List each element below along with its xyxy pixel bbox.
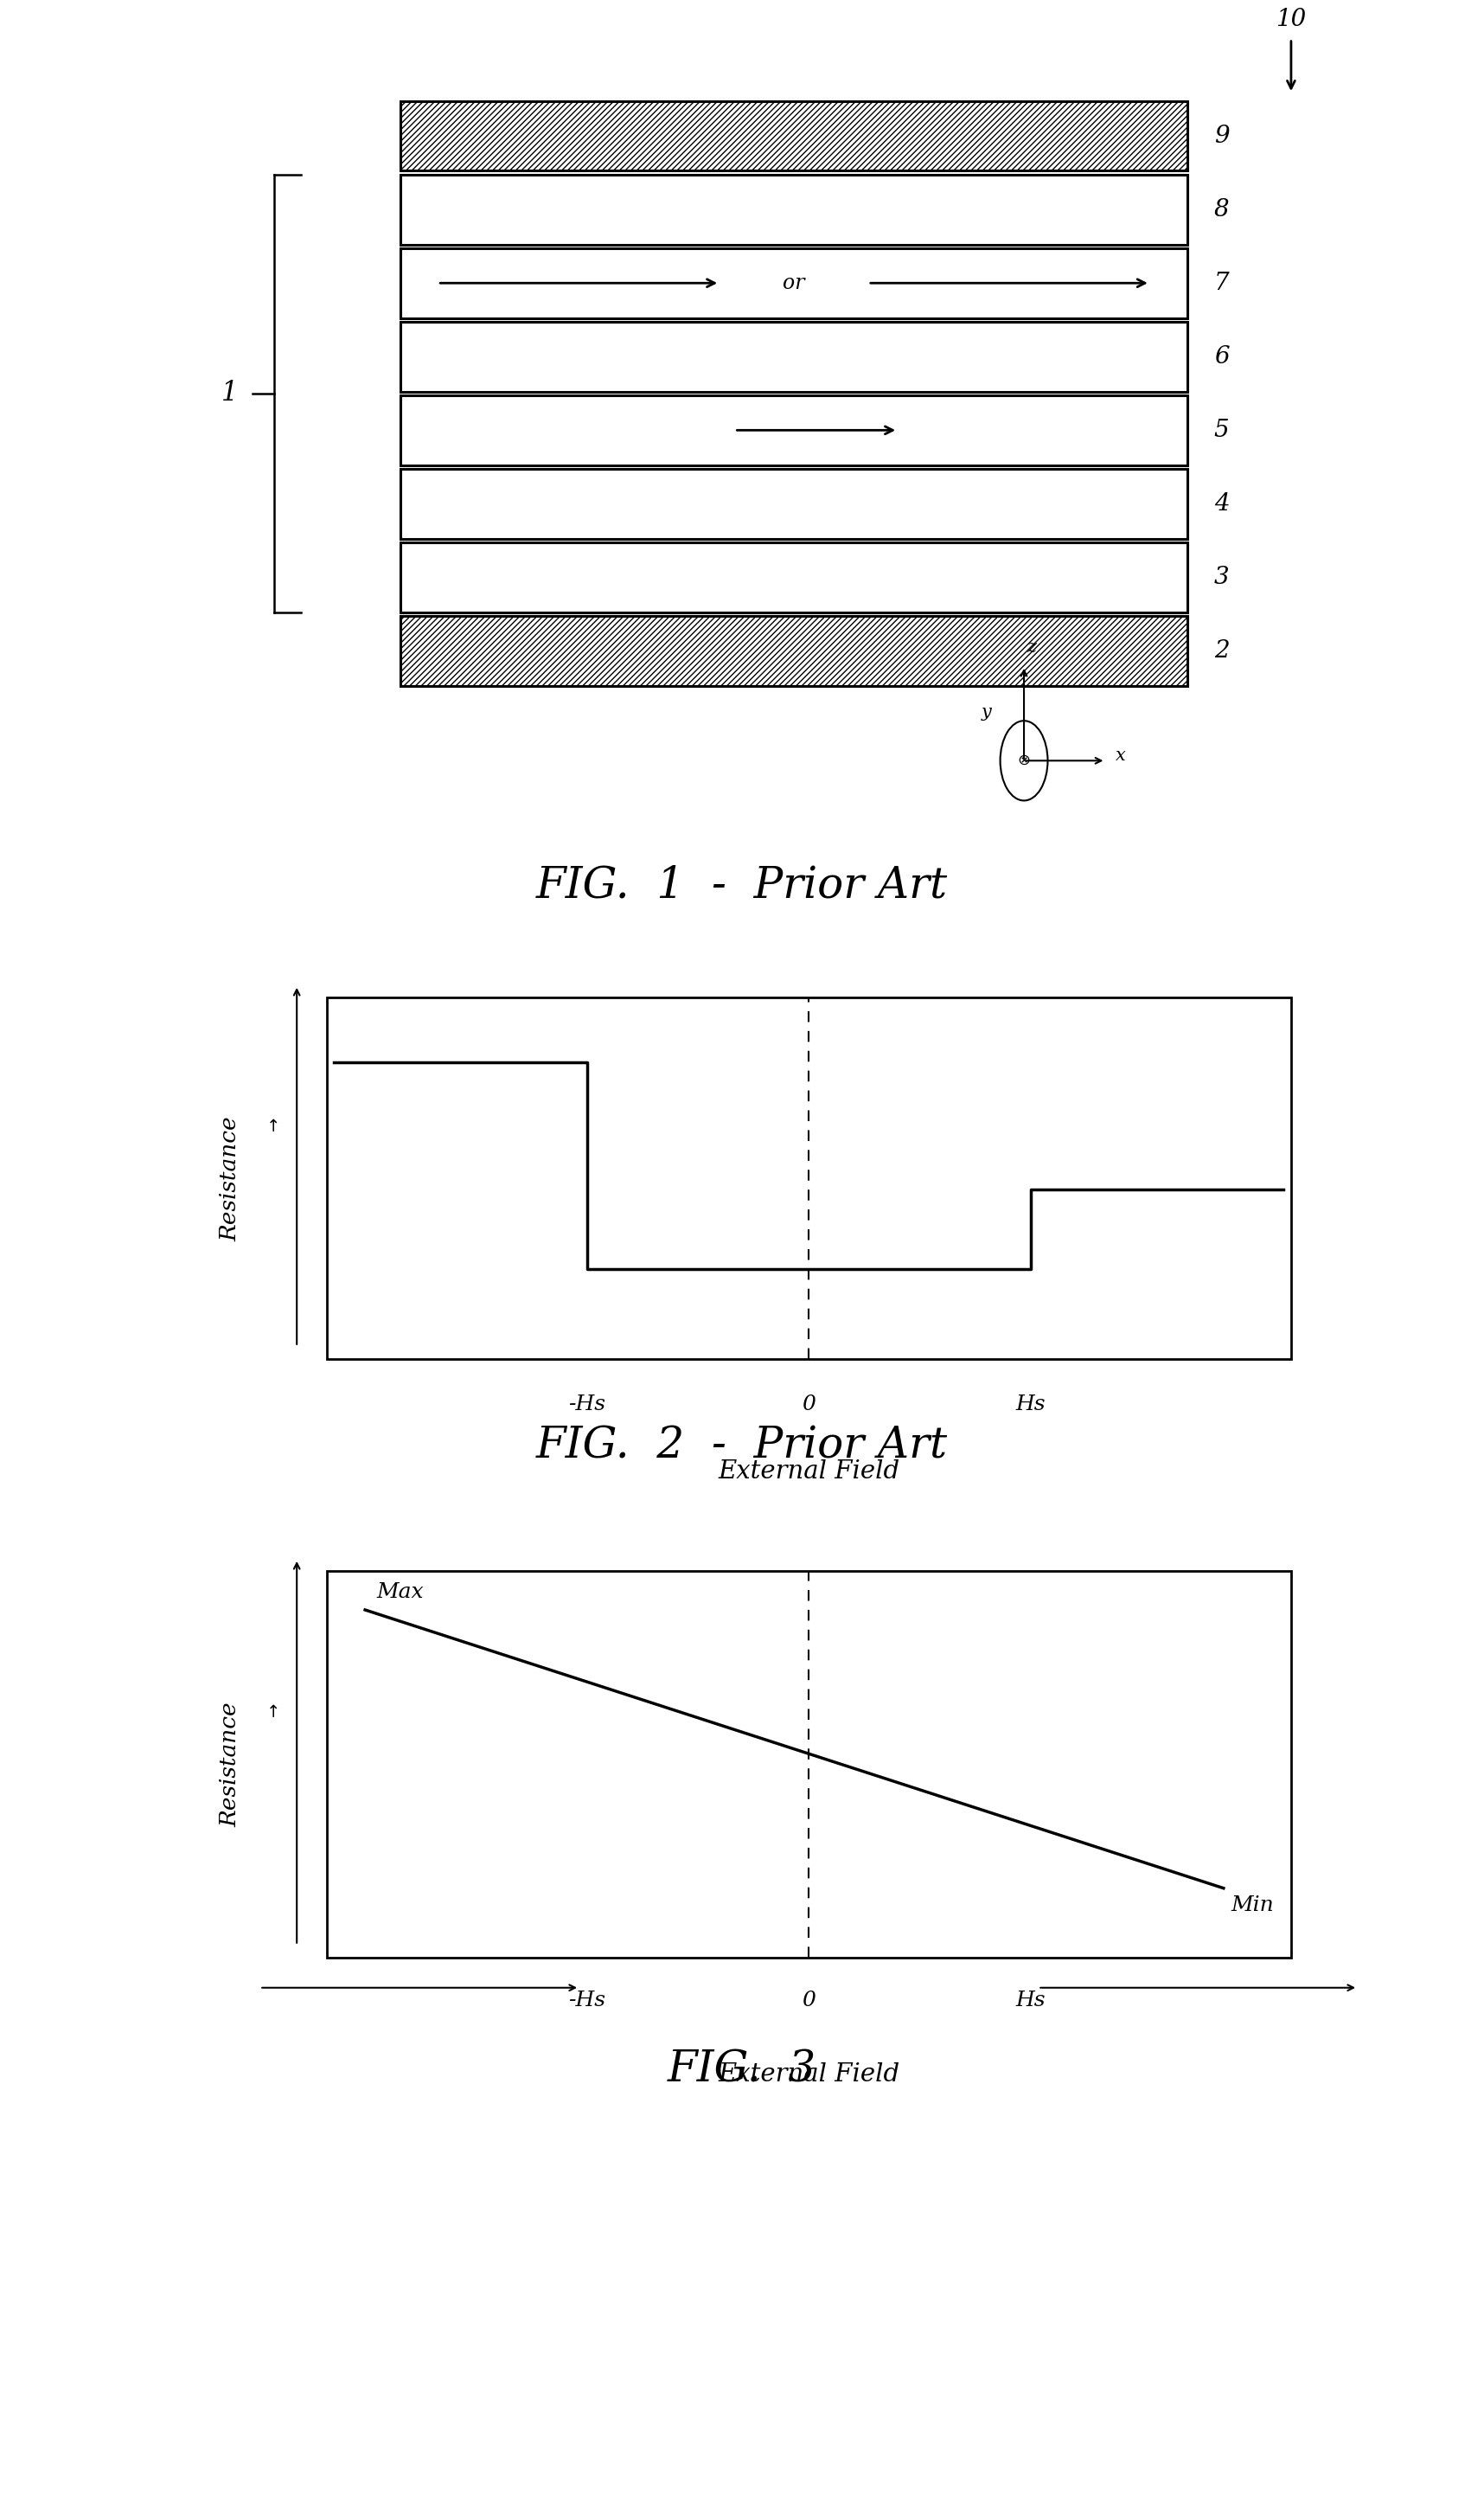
Text: 9: 9 <box>1214 125 1229 147</box>
Bar <box>401 100 1187 172</box>
Bar <box>401 616 1187 686</box>
Bar <box>401 616 1187 686</box>
Bar <box>326 1571 1291 1958</box>
Text: Hs: Hs <box>1015 1990 1046 2010</box>
Text: 10: 10 <box>1276 7 1306 30</box>
Text: 0: 0 <box>801 1990 816 2010</box>
Bar <box>401 247 1187 319</box>
Bar <box>401 394 1187 466</box>
Text: 7: 7 <box>1214 272 1229 294</box>
Text: →: → <box>266 1703 283 1716</box>
Text: External Field: External Field <box>718 1459 899 1484</box>
Bar <box>401 469 1187 539</box>
Text: Max: Max <box>377 1584 424 1601</box>
Text: FIG.  2  -  Prior Art: FIG. 2 - Prior Art <box>536 1424 948 1469</box>
Text: Resistance: Resistance <box>220 1115 240 1242</box>
Text: 3: 3 <box>1214 566 1229 589</box>
Text: 5: 5 <box>1214 419 1229 441</box>
Text: Resistance: Resistance <box>220 1701 240 1828</box>
Text: 2: 2 <box>1214 638 1229 663</box>
Text: 4: 4 <box>1214 491 1229 516</box>
Text: FIG.  1  -  Prior Art: FIG. 1 - Prior Art <box>536 863 948 908</box>
Bar <box>401 322 1187 392</box>
Text: 1: 1 <box>221 379 239 407</box>
Text: or: or <box>784 274 804 292</box>
Text: ⊗: ⊗ <box>1018 753 1030 768</box>
Text: 8: 8 <box>1214 197 1229 222</box>
Text: External Field: External Field <box>718 2063 899 2087</box>
Text: 0: 0 <box>801 1394 816 1414</box>
Text: y: y <box>981 703 991 721</box>
Text: z: z <box>1027 638 1036 656</box>
Text: -Hs: -Hs <box>568 1990 605 2010</box>
Bar <box>401 541 1187 611</box>
Bar <box>326 998 1291 1359</box>
Text: Min: Min <box>1232 1895 1273 1915</box>
Text: Hs: Hs <box>1015 1394 1046 1414</box>
Text: -Hs: -Hs <box>568 1394 605 1414</box>
Bar <box>401 100 1187 172</box>
Bar <box>401 175 1187 244</box>
Text: 6: 6 <box>1214 344 1229 369</box>
Text: x: x <box>1116 748 1126 763</box>
Text: FIG.  3: FIG. 3 <box>668 2048 816 2092</box>
Text: →: → <box>266 1117 283 1130</box>
